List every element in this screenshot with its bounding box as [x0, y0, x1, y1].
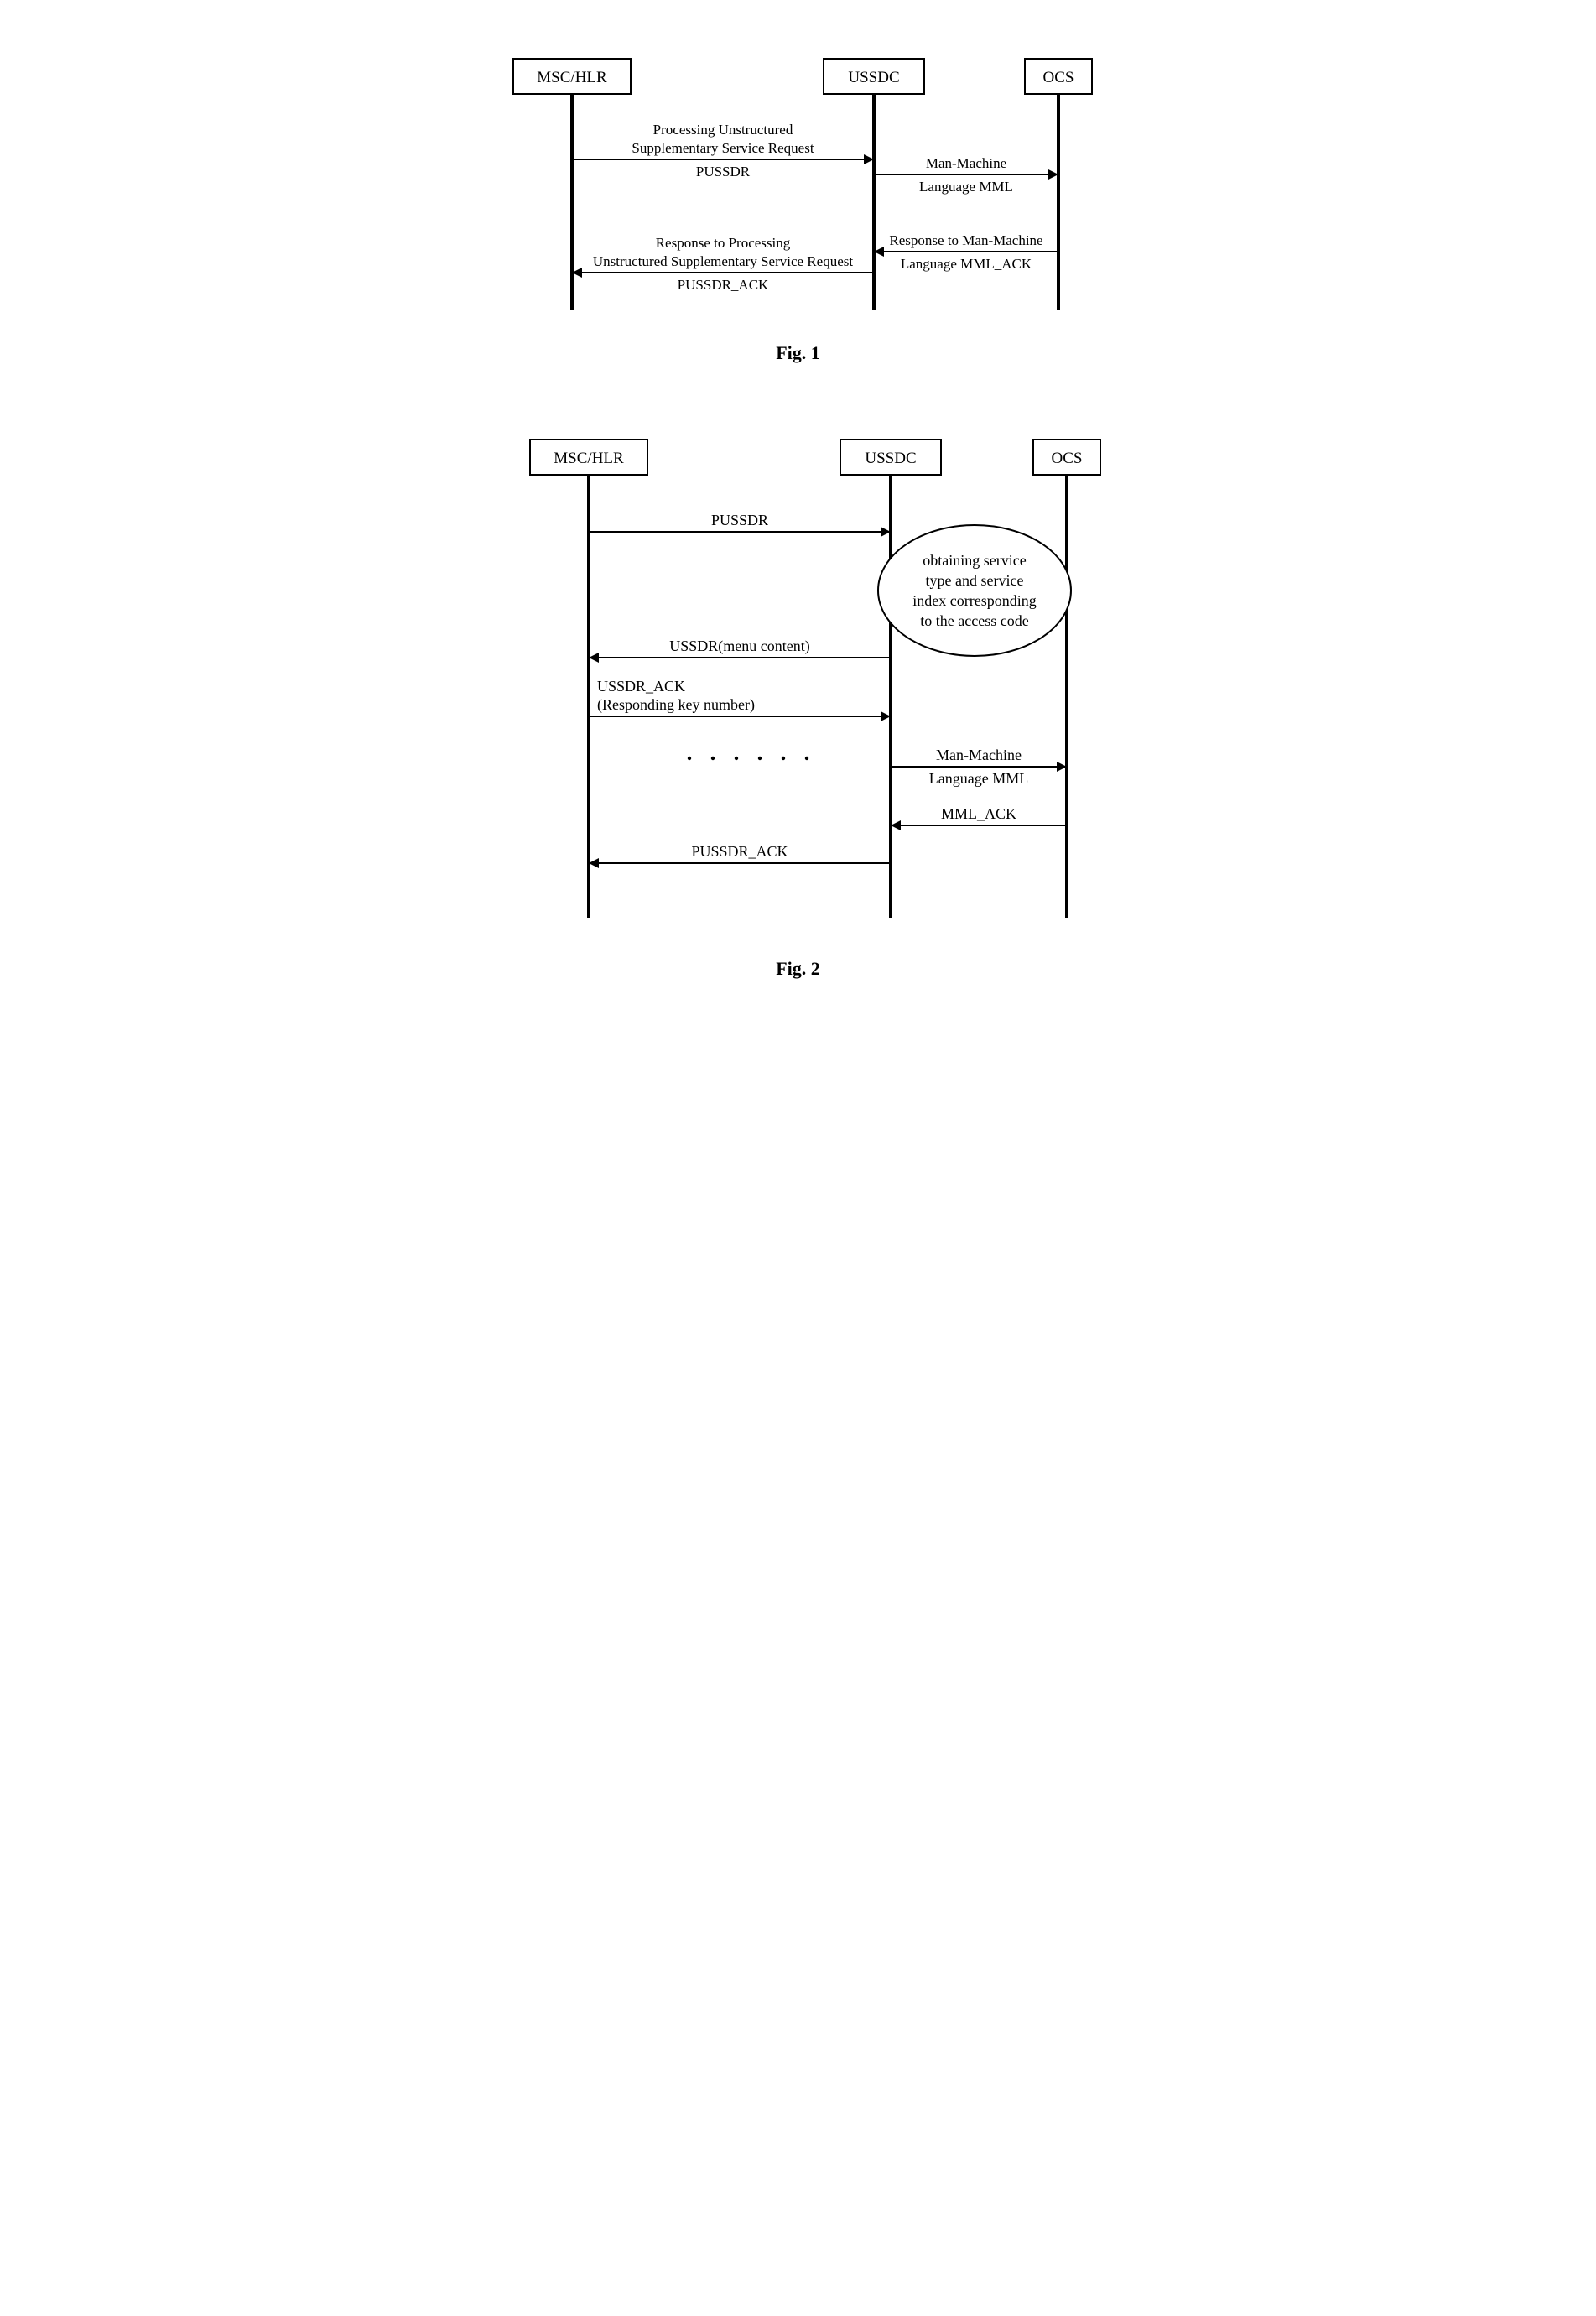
message-label: (Responding key number): [597, 696, 755, 714]
note-ellipse: [878, 525, 1071, 656]
message-label: MML_ACK: [940, 805, 1016, 822]
message-label: Man-Machine: [936, 747, 1022, 763]
participant-label: USSDC: [865, 450, 916, 467]
participant-label: USSDC: [848, 69, 899, 86]
fig2-svg: MSC/HLR USSDC OCS PUSSDR USSDR(menu content)…: [455, 414, 1142, 951]
note-text: to the access code: [920, 612, 1028, 629]
figure-2: MSC/HLR USSDC OCS PUSSDR USSDR(menu content)…: [455, 414, 1142, 980]
message-label: Response to Processing: [655, 235, 790, 251]
message-label: Language MML_ACK: [900, 256, 1032, 272]
note-text: obtaining service: [923, 552, 1026, 569]
message-label: USSDR(menu content): [669, 638, 809, 655]
ellipsis-dot: [687, 757, 690, 760]
message-label: PUSSDR: [695, 164, 750, 180]
ellipsis-dot: [757, 757, 761, 760]
note-text: type and service: [925, 572, 1023, 589]
ellipsis-dot: [804, 757, 808, 760]
ellipsis-dot: [710, 757, 714, 760]
message-label: PUSSDR: [710, 512, 767, 528]
message-label: PUSSDR_ACK: [677, 277, 768, 293]
fig1-svg: MSC/HLR USSDC OCS Processing Unstructured Su…: [455, 34, 1142, 336]
fig2-caption: Fig. 2: [455, 958, 1142, 980]
message-label: Language MML: [928, 770, 1027, 787]
message-label: PUSSDR_ACK: [691, 843, 788, 860]
message-label: Language MML: [919, 179, 1013, 195]
figure-1: MSC/HLR USSDC OCS Processing Unstructured Su…: [455, 34, 1142, 364]
message-label: Response to Man-Machine: [889, 232, 1042, 248]
participant-label: MSC/HLR: [537, 69, 607, 86]
message-label: USSDR_ACK: [597, 678, 685, 695]
participant-label: OCS: [1042, 69, 1074, 86]
message-label: Unstructured Supplementary Service Reque…: [592, 253, 852, 269]
note-text: index corresponding: [912, 592, 1036, 609]
message-label: Processing Unstructured: [652, 122, 793, 138]
participant-label: MSC/HLR: [554, 450, 624, 467]
ellipsis-dot: [734, 757, 737, 760]
participant-label: OCS: [1051, 450, 1082, 467]
fig1-caption: Fig. 1: [455, 342, 1142, 364]
message-label: Man-Machine: [925, 155, 1006, 171]
ellipsis-dot: [781, 757, 784, 760]
message-label: Supplementary Service Request: [632, 140, 814, 156]
